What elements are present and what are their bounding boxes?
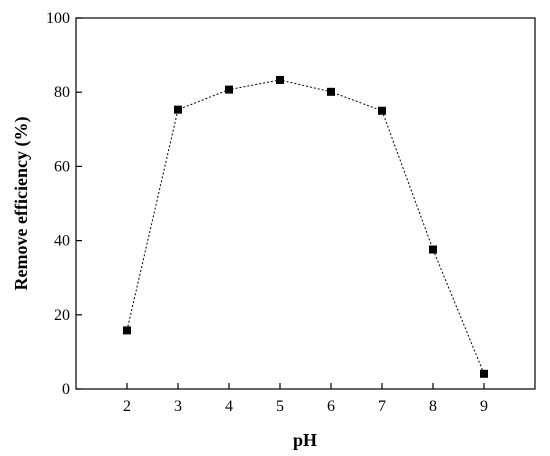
- y-tick-label: 80: [54, 84, 70, 101]
- x-tick-label: 4: [225, 398, 233, 415]
- data-point: [276, 75, 284, 84]
- plot-frame: [75, 17, 536, 390]
- data-point: [327, 87, 335, 96]
- x-tick-label: 5: [276, 398, 284, 415]
- y-tick-label: 0: [62, 381, 70, 398]
- data-point: [429, 245, 437, 254]
- data-point: [174, 105, 182, 114]
- y-axis-title: Remove efficiency (%): [11, 117, 32, 291]
- x-tick-label: 8: [429, 398, 437, 415]
- data-point: [480, 369, 488, 378]
- data-point: [378, 106, 386, 115]
- y-tick-label: 20: [54, 307, 70, 324]
- series-line: [126, 79, 485, 374]
- x-tick-label: 9: [480, 398, 488, 415]
- data-point: [123, 326, 131, 335]
- data-point: [225, 85, 233, 94]
- x-tick-label: 2: [123, 398, 131, 415]
- y-tick-label: 40: [54, 233, 70, 250]
- x-tick-label: 7: [378, 398, 386, 415]
- y-tick-label: 100: [46, 10, 70, 27]
- x-axis-title: pH: [293, 430, 317, 450]
- x-tick-label: 3: [174, 398, 182, 415]
- x-tick-label: 6: [327, 398, 335, 415]
- y-tick-label: 60: [54, 158, 70, 175]
